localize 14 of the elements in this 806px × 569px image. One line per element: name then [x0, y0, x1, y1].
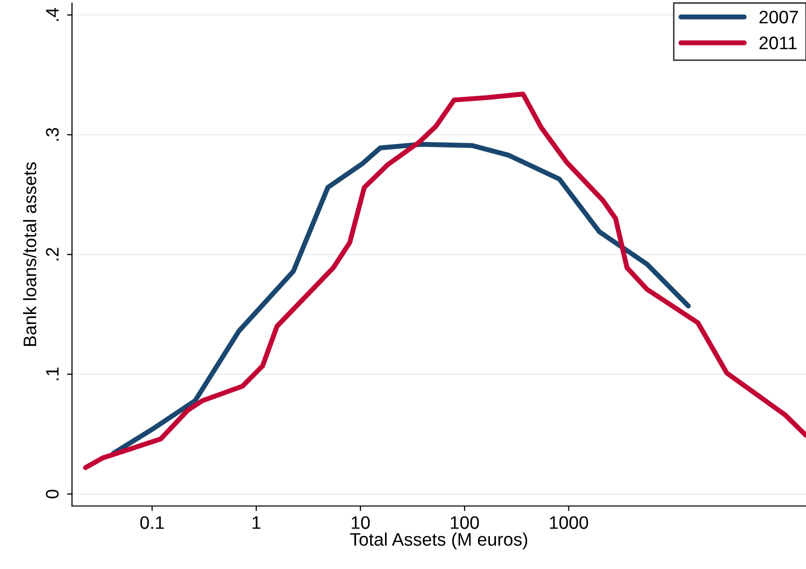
y-tick-label: 0 [46, 490, 59, 498]
y-tick-label: .2 [46, 248, 59, 260]
x-tick-label: 0.1 [140, 516, 164, 529]
legend-label: 2007 [760, 10, 798, 24]
y-axis-title: Bank loans/total assets [23, 162, 36, 346]
x-axis-title: Total Assets (M euros) [350, 532, 528, 550]
y-tick-label: .1 [46, 368, 59, 380]
y-tick-label: .4 [46, 8, 59, 21]
x-tick-label: 10 [352, 516, 370, 529]
legend-label: 2011 [760, 36, 797, 50]
x-tick-label: 1000 [550, 516, 588, 529]
x-tick-label: 100 [450, 516, 479, 529]
x-tick-label: 1 [252, 516, 260, 529]
y-tick-label: .3 [46, 128, 59, 141]
